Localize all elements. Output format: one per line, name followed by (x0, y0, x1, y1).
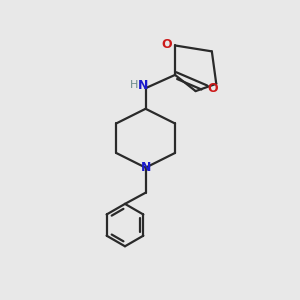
Text: N: N (137, 79, 148, 92)
Text: H: H (130, 80, 139, 90)
Text: N: N (140, 161, 151, 174)
Text: O: O (207, 82, 218, 95)
Text: O: O (161, 38, 172, 51)
